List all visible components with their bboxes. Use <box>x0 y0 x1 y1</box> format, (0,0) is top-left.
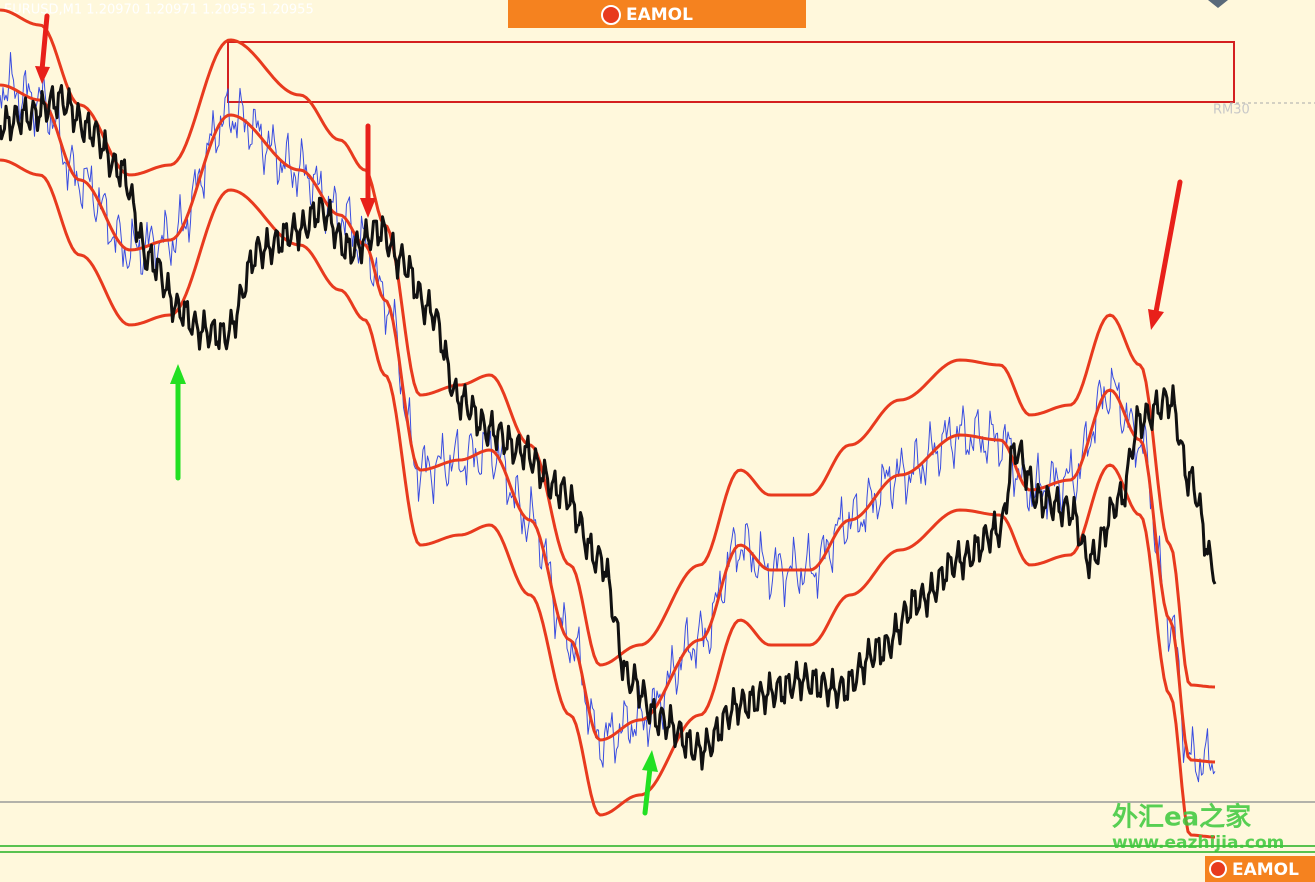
arrow-head <box>170 364 186 384</box>
logo-icon <box>601 5 621 25</box>
arrow-head <box>35 66 50 84</box>
price-line <box>0 52 1216 783</box>
top-logo: EAMOL <box>626 5 693 25</box>
logo-icon <box>1209 860 1227 878</box>
middle-band <box>0 83 1216 764</box>
buy-arrow <box>642 765 653 816</box>
symbol-info: EURUSD,M1 1.20970 1.20971 1.20955 1.2095… <box>4 3 314 18</box>
arrows <box>35 13 1183 816</box>
watermark-title: 外汇ea之家 <box>1112 802 1251 833</box>
arrow-head <box>1148 309 1164 330</box>
top-banner <box>508 0 806 28</box>
arrow-head <box>360 198 376 218</box>
zone-box <box>227 41 1235 103</box>
upper-band <box>0 8 1216 689</box>
sell-arrow <box>39 13 50 73</box>
watermark-url: www.eazhijia.com <box>1112 833 1284 853</box>
lower-band <box>0 158 1216 839</box>
sell-arrow <box>1153 179 1183 315</box>
corner-marker <box>1208 0 1228 8</box>
level-label: RM30 <box>1213 103 1250 118</box>
curves <box>0 8 1217 839</box>
bottom-logo: EAMOL <box>1232 860 1299 880</box>
indicator-line <box>0 84 1217 771</box>
arrow-head <box>642 750 658 772</box>
